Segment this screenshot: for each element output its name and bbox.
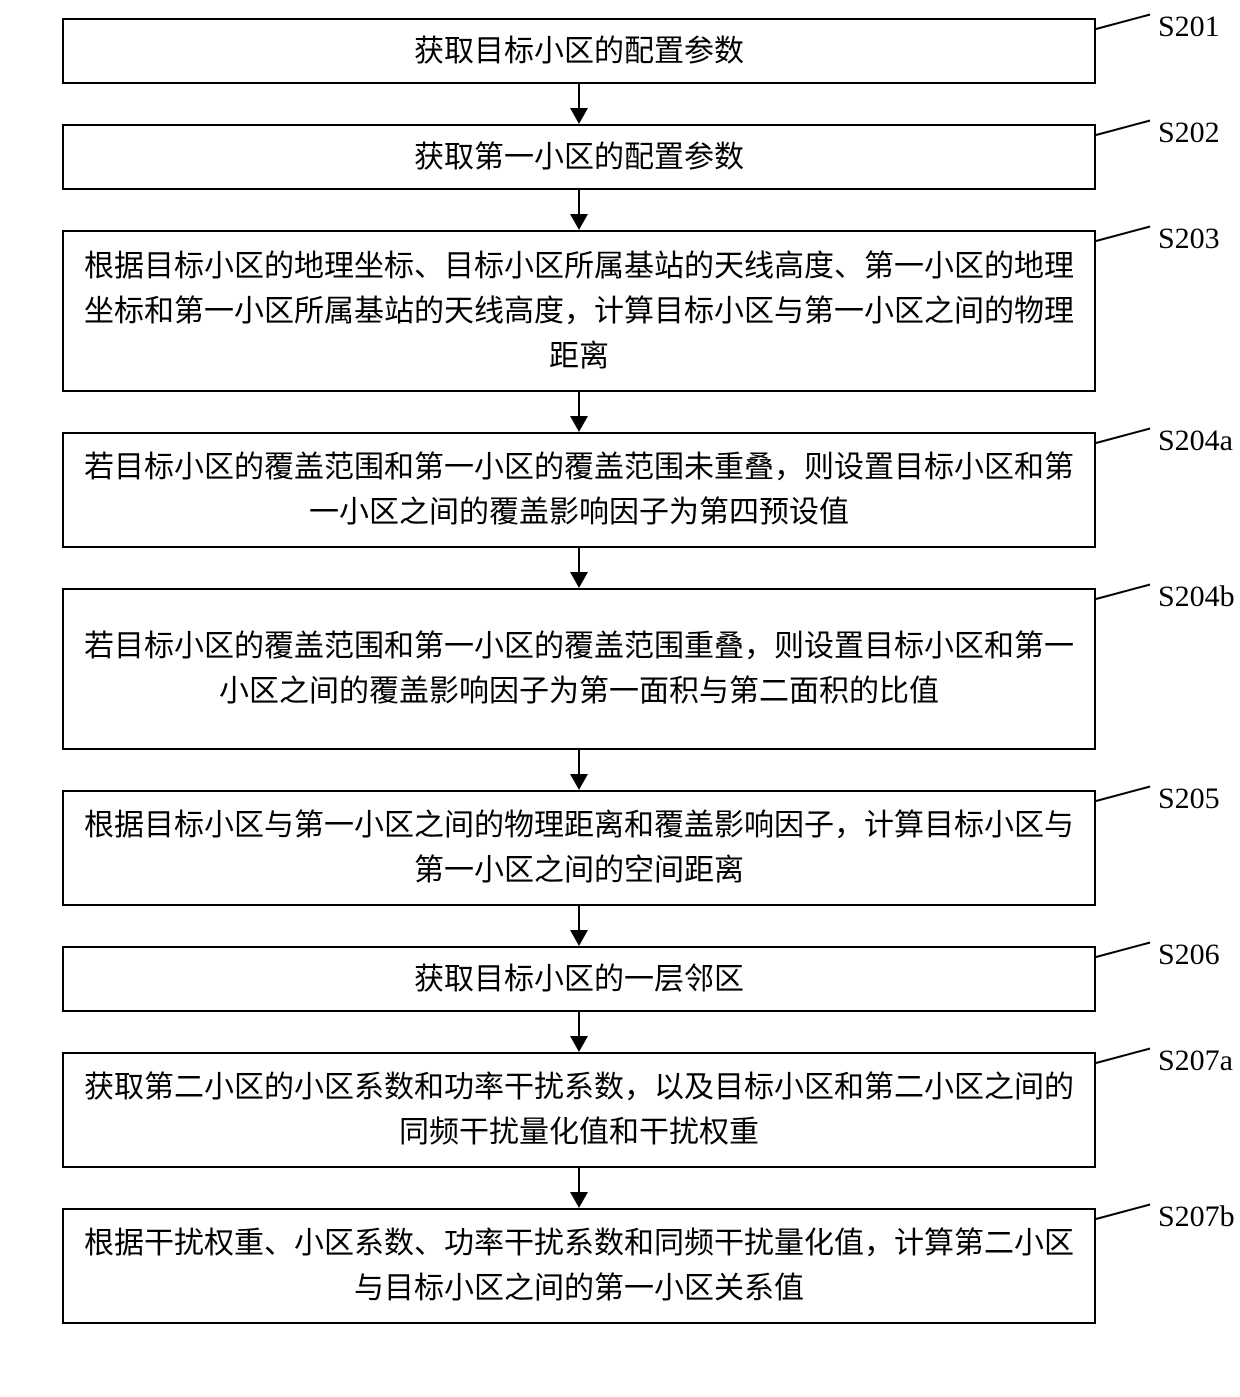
step-text: 获取目标小区的配置参数 [414, 29, 744, 74]
arrow-line [578, 906, 580, 930]
arrow-line [578, 392, 580, 416]
step-text: 根据目标小区与第一小区之间的物理距离和覆盖影响因子，计算目标小区与第一小区之间的… [84, 803, 1074, 893]
step-label-s204a: S204a [1158, 424, 1233, 458]
step-label-s203: S203 [1158, 222, 1220, 256]
step-box-s202: 获取第一小区的配置参数 [62, 124, 1096, 190]
label-connector-line [1096, 584, 1151, 600]
step-label-s202: S202 [1158, 116, 1220, 150]
step-label-s207a: S207a [1158, 1044, 1233, 1078]
arrow-head-icon [570, 214, 588, 230]
arrow-head-icon [570, 416, 588, 432]
label-connector-line [1096, 14, 1151, 30]
arrow-head-icon [570, 108, 588, 124]
step-box-s204a: 若目标小区的覆盖范围和第一小区的覆盖范围未重叠，则设置目标小区和第一小区之间的覆… [62, 432, 1096, 548]
arrow-line [578, 1168, 580, 1192]
arrow-head-icon [570, 1036, 588, 1052]
step-box-s207b: 根据干扰权重、小区系数、功率干扰系数和同频干扰量化值，计算第二小区与目标小区之间… [62, 1208, 1096, 1324]
step-box-s207a: 获取第二小区的小区系数和功率干扰系数，以及目标小区和第二小区之间的同频干扰量化值… [62, 1052, 1096, 1168]
arrow-line [578, 84, 580, 108]
arrow-3 [570, 548, 588, 588]
step-text: 获取目标小区的一层邻区 [414, 957, 744, 1002]
arrow-7 [570, 1168, 588, 1208]
step-label-s204b: S204b [1158, 580, 1235, 614]
label-connector-line [1096, 226, 1151, 242]
arrow-head-icon [570, 930, 588, 946]
label-connector-line [1096, 786, 1151, 802]
step-label-s206: S206 [1158, 938, 1220, 972]
arrow-2 [570, 392, 588, 432]
arrow-head-icon [570, 774, 588, 790]
arrow-4 [570, 750, 588, 790]
arrow-line [578, 1012, 580, 1036]
arrow-line [578, 190, 580, 214]
label-connector-line [1096, 120, 1151, 136]
arrow-6 [570, 1012, 588, 1052]
step-text: 根据干扰权重、小区系数、功率干扰系数和同频干扰量化值，计算第二小区与目标小区之间… [84, 1221, 1074, 1311]
label-connector-line [1096, 1204, 1151, 1220]
step-box-s206: 获取目标小区的一层邻区 [62, 946, 1096, 1012]
step-box-s201: 获取目标小区的配置参数 [62, 18, 1096, 84]
arrow-1 [570, 190, 588, 230]
label-connector-line [1096, 428, 1151, 444]
arrow-line [578, 548, 580, 572]
step-label-s207b: S207b [1158, 1200, 1235, 1234]
step-box-s205: 根据目标小区与第一小区之间的物理距离和覆盖影响因子，计算目标小区与第一小区之间的… [62, 790, 1096, 906]
arrow-line [578, 750, 580, 774]
step-text: 若目标小区的覆盖范围和第一小区的覆盖范围未重叠，则设置目标小区和第一小区之间的覆… [84, 445, 1074, 535]
flowchart-container: 获取目标小区的配置参数 S201 获取第一小区的配置参数 S202 根据目标小区的地理坐… [0, 0, 1240, 1397]
step-text: 获取第二小区的小区系数和功率干扰系数，以及目标小区和第二小区之间的同频干扰量化值… [84, 1065, 1074, 1155]
arrow-head-icon [570, 1192, 588, 1208]
step-text: 获取第一小区的配置参数 [414, 135, 744, 180]
step-label-s205: S205 [1158, 782, 1220, 816]
arrow-0 [570, 84, 588, 124]
step-text: 若目标小区的覆盖范围和第一小区的覆盖范围重叠，则设置目标小区和第一小区之间的覆盖… [84, 624, 1074, 714]
label-connector-line [1096, 1048, 1151, 1064]
step-box-s204b: 若目标小区的覆盖范围和第一小区的覆盖范围重叠，则设置目标小区和第一小区之间的覆盖… [62, 588, 1096, 750]
step-text: 根据目标小区的地理坐标、目标小区所属基站的天线高度、第一小区的地理坐标和第一小区… [84, 244, 1074, 379]
arrow-head-icon [570, 572, 588, 588]
step-label-s201: S201 [1158, 10, 1220, 44]
arrow-5 [570, 906, 588, 946]
label-connector-line [1096, 942, 1151, 958]
step-box-s203: 根据目标小区的地理坐标、目标小区所属基站的天线高度、第一小区的地理坐标和第一小区… [62, 230, 1096, 392]
